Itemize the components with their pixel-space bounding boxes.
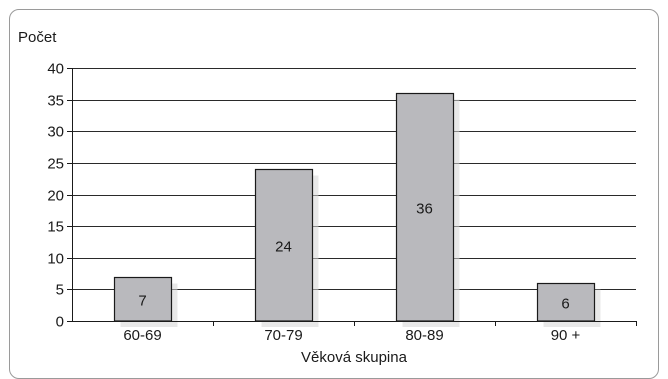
y-tick-label: 5	[56, 282, 64, 299]
tick-labels: 0 5 10 15 20 25 30 35 40 60-69 70-79 80-89 90 +	[47, 61, 580, 345]
x-tick-label: 60-69	[123, 327, 161, 344]
y-tick-label: 30	[47, 124, 64, 141]
bar-data-label: 7	[138, 292, 146, 309]
y-tick-label: 15	[47, 219, 64, 236]
x-tick-label: 80-89	[405, 327, 443, 344]
bar	[113, 276, 173, 322]
x-tick-label: 70-79	[264, 327, 302, 344]
y-tick-label: 10	[47, 251, 64, 268]
gridlines	[72, 68, 636, 290]
axes	[67, 68, 637, 326]
bar	[395, 92, 455, 322]
bar	[254, 168, 314, 322]
y-tick-label: 35	[47, 93, 64, 110]
bar	[536, 282, 596, 322]
y-tick-label: 0	[56, 314, 64, 331]
bars: 7 24 36 6	[113, 92, 601, 327]
y-tick-label: 20	[47, 188, 64, 205]
y-axis-title: Počet	[18, 29, 57, 46]
x-axis-title: Věková skupina	[301, 349, 408, 366]
bar-data-label: 24	[275, 238, 292, 255]
y-tick-label: 40	[47, 61, 64, 78]
bar-chart: Počet Věková skupina 7 24 36 6 0 5 10 15 20 25 30…	[18, 29, 637, 366]
x-tick-label: 90 +	[551, 327, 581, 344]
y-tick-label: 25	[47, 156, 64, 173]
bar-data-label: 6	[561, 295, 569, 312]
bar-data-label: 36	[416, 200, 433, 217]
